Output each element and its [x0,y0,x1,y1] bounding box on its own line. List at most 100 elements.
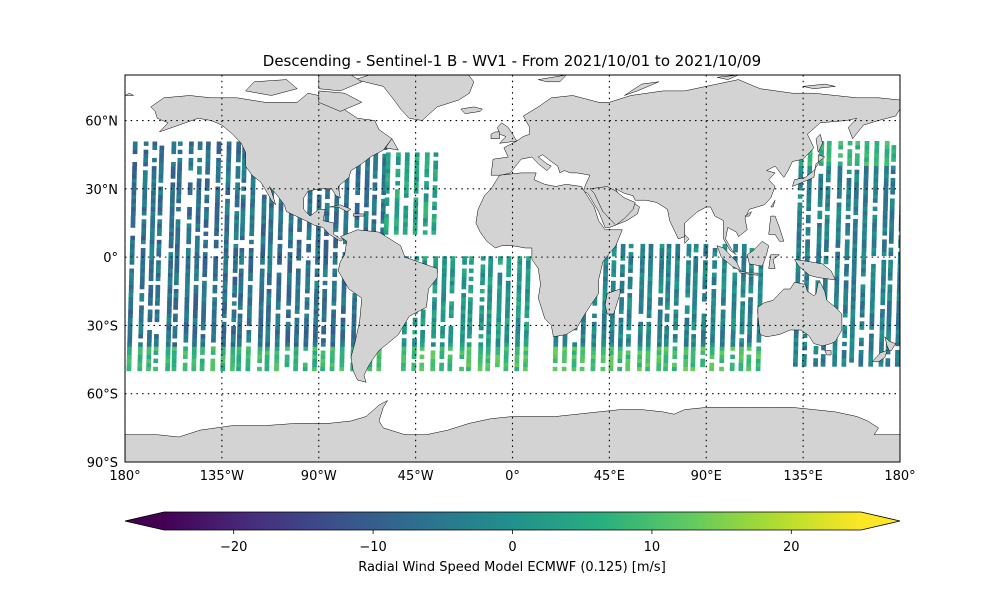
swath-cell [126,362,132,368]
swath-cell [602,293,608,298]
swath-cell [184,317,189,323]
longitude-tick-label: 135°W [200,469,244,484]
swath-cell [620,252,626,257]
swath-cell [242,157,247,163]
swath-cell [504,321,510,327]
swath-cell [859,341,864,347]
swath-cell [285,342,290,347]
swath-cell [274,354,280,359]
swath-cell [874,157,879,162]
swath-cell [648,243,654,249]
swath-cell [187,207,192,212]
swath-cell [330,330,336,335]
swath-cell [710,338,715,343]
swath-cell [496,321,501,327]
swath-cell [183,321,189,327]
swath-cell [213,256,219,261]
swath-cell [168,243,174,249]
swath-cell [701,330,706,335]
swath-cell [601,346,606,351]
swath-cell [307,198,313,204]
swath-cell [701,313,707,318]
swath-cell [693,264,698,269]
swath-cell [343,231,348,236]
swath-cell [403,205,409,211]
swath-cell [401,358,406,363]
swath-cell [691,334,696,339]
swath-cell [202,268,208,273]
swath-cell [168,260,173,265]
swath-cell [461,284,467,290]
swath-cell [265,321,271,327]
swath-cell [813,345,819,351]
swath-cell [525,272,531,277]
swath-cell [384,197,390,202]
swath-cell [352,297,357,302]
swath-cell [459,342,465,347]
swath-cell [496,301,502,306]
swath-cell [516,280,522,286]
swath-cell [403,218,408,223]
swath-cell [572,342,577,347]
swath-cell [234,223,239,228]
swath-cell [591,342,596,347]
swath-cell [461,272,467,277]
swath-cell [515,342,520,347]
swath-cell [439,362,444,368]
swath-cell [382,162,387,167]
swath-cell [898,251,900,257]
swath-cell [884,157,890,162]
swath-cell [849,333,855,338]
swath-cell [684,338,689,343]
swath-cell [315,256,320,261]
swath-cell [258,321,264,327]
swath-cell [850,304,856,310]
swath-cell [424,172,430,178]
swath-cell [236,366,241,372]
swath-cell [248,276,253,282]
swath-cell [156,264,161,269]
swath-cell [738,366,744,372]
swath-cell [293,354,299,359]
swath-cell [149,252,155,257]
swath-cell [868,341,874,347]
swath-cell [433,168,438,174]
swath-cell [845,214,851,220]
swath-cell [274,362,279,368]
swath-cell [148,297,153,302]
swath-cell [842,313,848,318]
swath-cell [193,297,199,302]
swath-cell [618,338,623,343]
swath-cell [274,358,279,363]
swath-cell [887,284,893,289]
swath-cell [194,243,200,249]
swath-cell [156,243,162,249]
swath-cell [258,330,263,335]
swath-cell [732,289,737,294]
swath-cell [845,239,850,244]
swath-cell [247,309,252,314]
swath-cell [835,255,840,261]
swath-cell [656,358,662,363]
swath-cell [214,219,220,224]
swath-cell [504,330,510,335]
swath-cell [131,182,137,187]
swath-cell [462,260,467,265]
swath-cell [862,218,868,224]
swath-cell [880,309,885,314]
swath-cell [286,289,292,294]
swath-cell [431,222,437,227]
swath-cell [257,350,263,355]
swath-cell [284,354,290,359]
swath-cell [150,215,156,220]
swath-cell [702,268,708,273]
swath-cell [467,330,472,335]
swath-cell [247,284,253,290]
swath-cell [637,342,643,347]
swath-cell [303,330,309,335]
swath-cell [225,198,230,204]
swath-cell [620,264,625,269]
swath-cell [658,297,663,302]
swath-cell [202,284,207,290]
swath-cell [626,325,632,331]
